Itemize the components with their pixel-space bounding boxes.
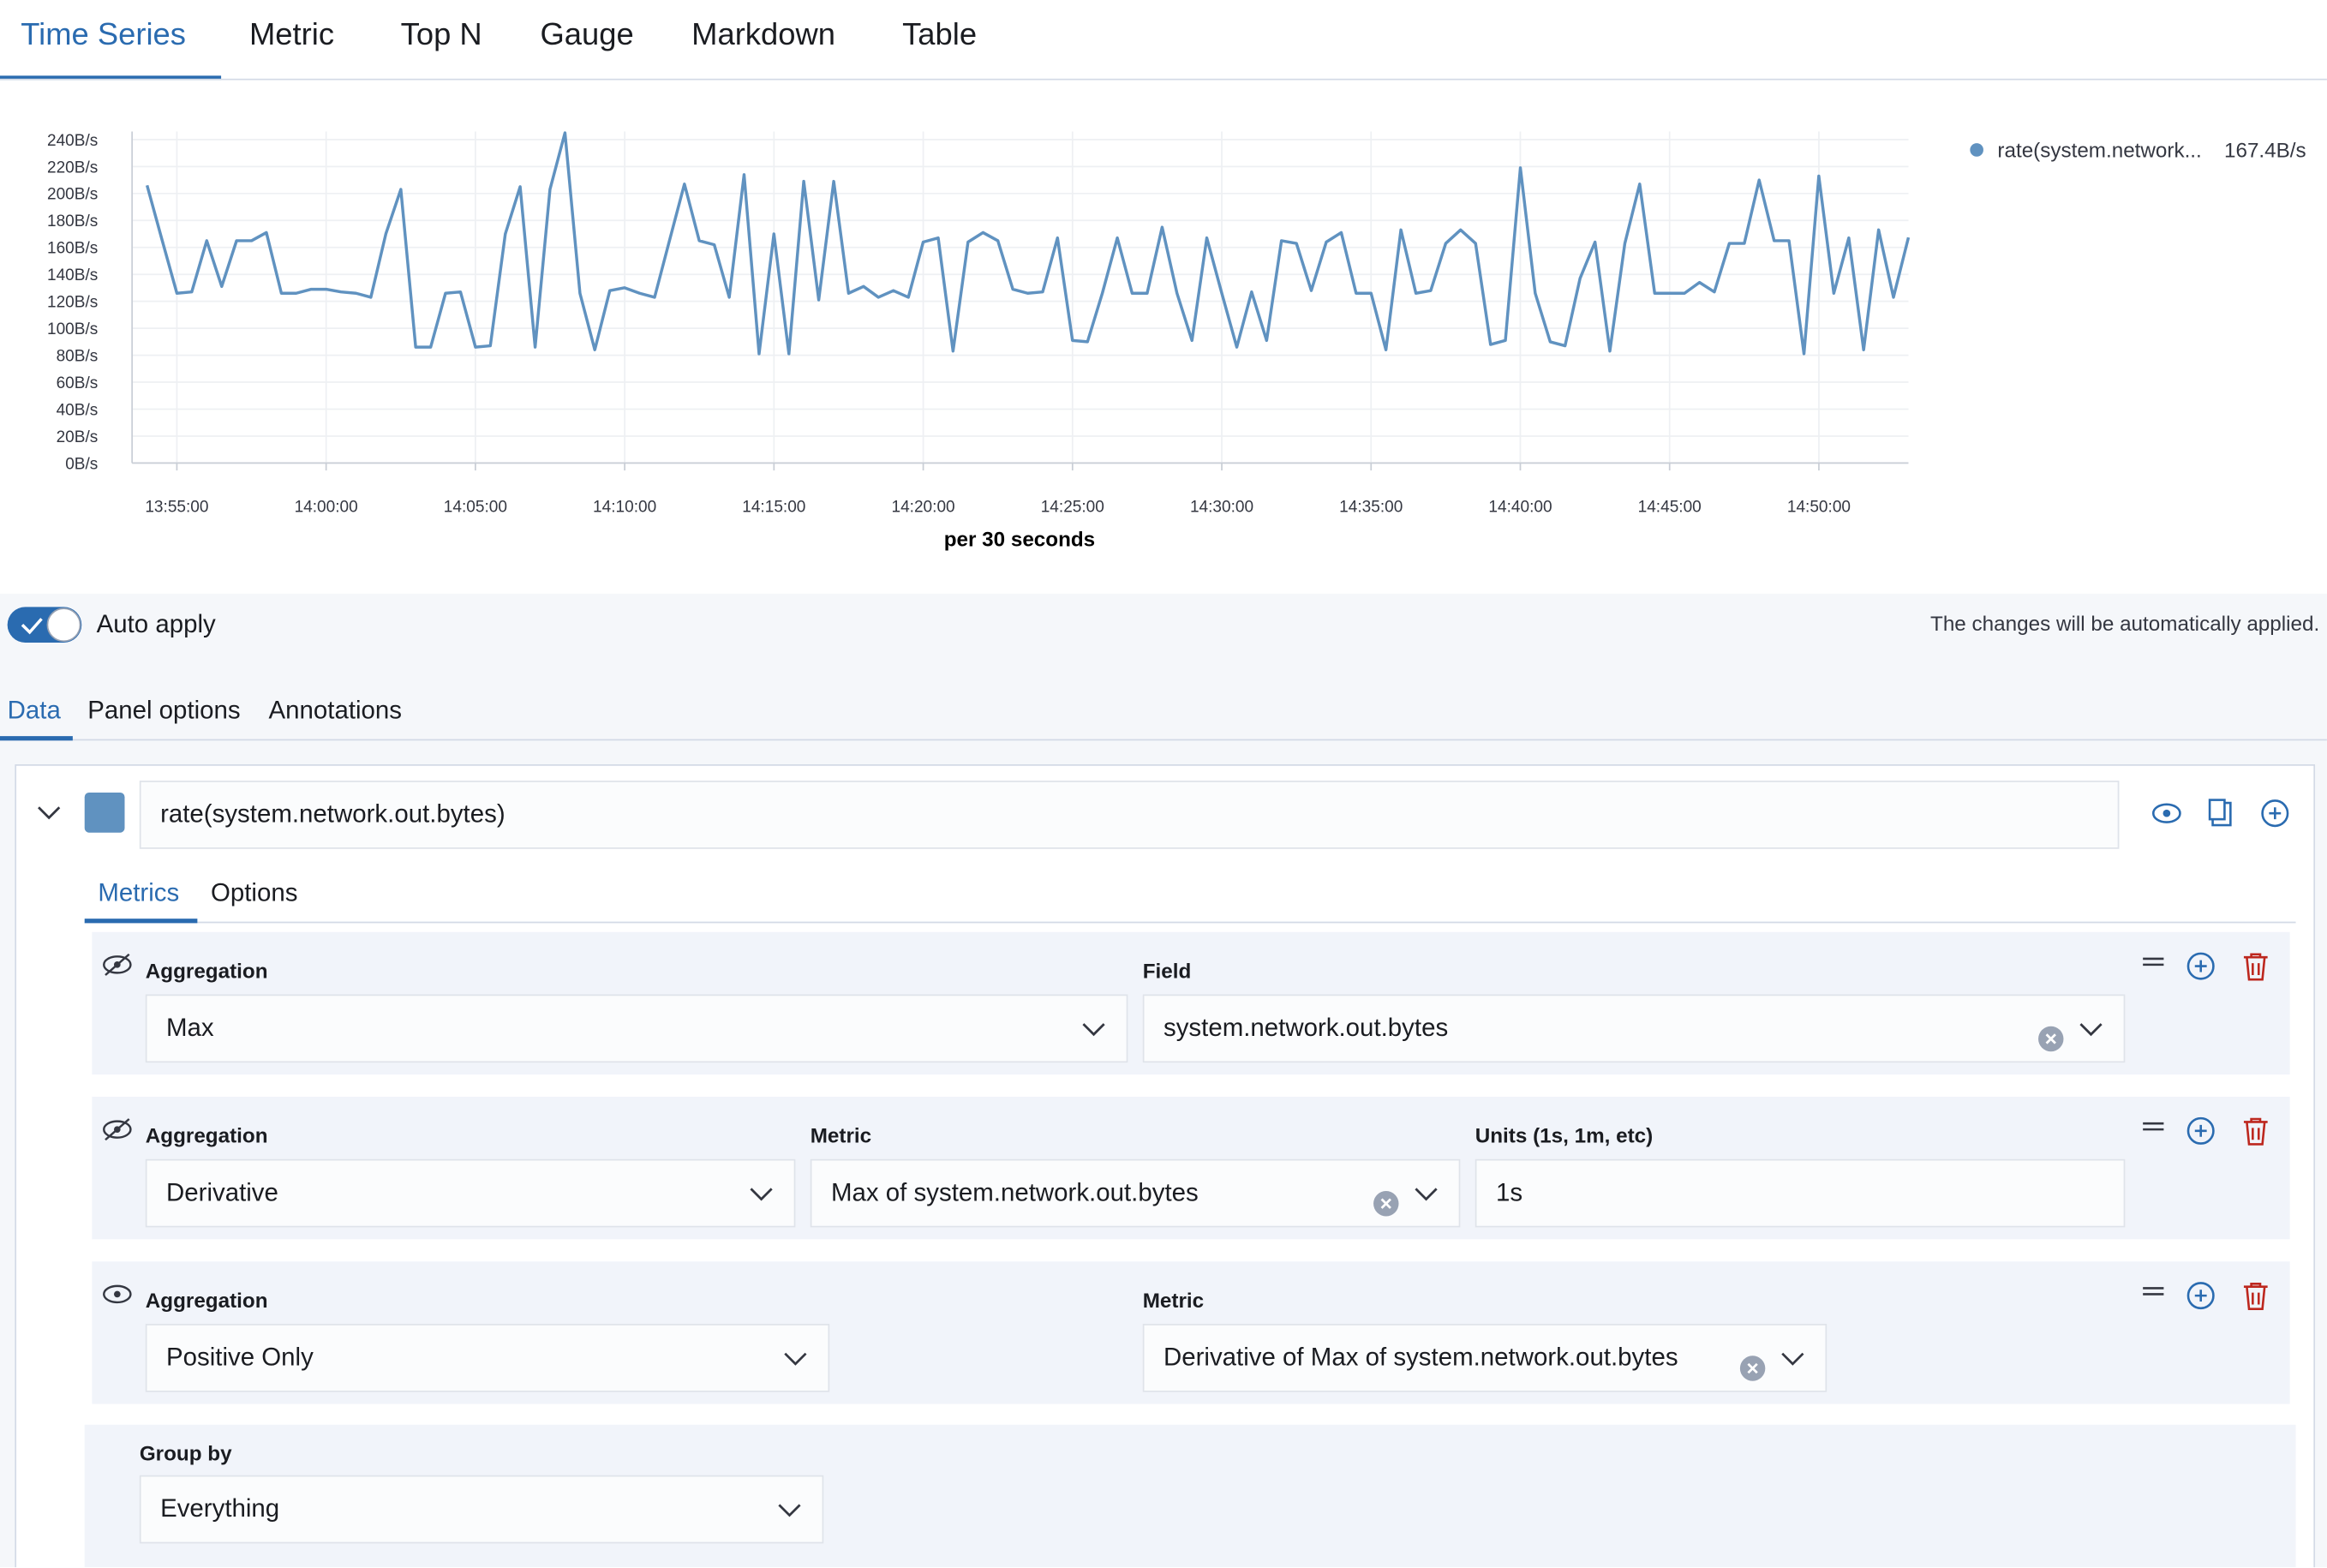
- tab[interactable]: Table: [902, 17, 978, 52]
- legend-value: 167.4B/s: [2224, 140, 2306, 163]
- tab[interactable]: Top N: [400, 17, 482, 52]
- visibility-icon[interactable]: [101, 1283, 134, 1307]
- input-text: Derivative: [165, 1178, 278, 1207]
- metrics-tab[interactable]: Options: [210, 878, 298, 907]
- toggle[interactable]: [7, 607, 82, 643]
- select[interactable]: system.network.out.bytes: [1142, 994, 2126, 1063]
- tab-underline: [84, 919, 198, 924]
- y-tick-label: 120B/s: [47, 294, 98, 312]
- note: The changes will be automatically applie…: [1930, 611, 2320, 636]
- x-tick-label: 14:20:00: [891, 499, 954, 517]
- legend-label: rate(system.network...: [1997, 140, 2201, 163]
- select-icons[interactable]: [750, 1178, 774, 1208]
- x-tick-label: 13:55:00: [145, 499, 208, 517]
- y-tick-label: 220B/s: [47, 159, 98, 177]
- y-tick-label: 160B/s: [47, 240, 98, 258]
- field-label: Metric: [1142, 1288, 1205, 1313]
- input-text: rate(system.network.out.bytes): [160, 799, 505, 829]
- legend-swatch: [1970, 143, 1983, 157]
- color-swatch[interactable]: [84, 792, 125, 833]
- field-label: Group by: [139, 1440, 232, 1465]
- field-label: Aggregation: [145, 958, 268, 983]
- x-tick-label: 14:00:00: [295, 499, 358, 517]
- panel-tab[interactable]: Panel options: [87, 696, 241, 725]
- collapse-icon[interactable]: [36, 801, 63, 825]
- input-text: 1s: [1495, 1178, 1523, 1207]
- select[interactable]: 1s: [1475, 1158, 2126, 1228]
- divider: [0, 78, 2327, 81]
- line-series: [145, 131, 1911, 356]
- tab[interactable]: Gauge: [540, 17, 634, 52]
- input-text: system.network.out.bytes: [1163, 1014, 1449, 1042]
- input-text: Positive Only: [165, 1343, 314, 1372]
- y-tick-label: 140B/s: [47, 266, 98, 284]
- divider: [84, 921, 2296, 924]
- field-label: Aggregation: [145, 1123, 268, 1147]
- input-text: Max: [165, 1014, 214, 1042]
- select[interactable]: Max of system.network.out.bytes: [810, 1158, 1461, 1228]
- y-tick-label: 0B/s: [65, 455, 98, 473]
- y-tick-label: 180B/s: [47, 212, 98, 230]
- select-icons[interactable]: [1082, 1014, 1106, 1044]
- row-actions[interactable]: [2137, 1115, 2279, 1147]
- divider: [0, 739, 2327, 741]
- row-actions[interactable]: [2137, 950, 2279, 983]
- y-tick-label: 80B/s: [57, 348, 99, 366]
- select-icons[interactable]: [2037, 1014, 2103, 1052]
- tab[interactable]: Time Series: [21, 17, 186, 52]
- input-text: Max of system.network.out.bytes: [830, 1178, 1199, 1207]
- y-tick-label: 20B/s: [57, 428, 99, 446]
- tab[interactable]: Metric: [248, 17, 335, 52]
- toggle-label: Auto apply: [96, 609, 216, 638]
- field-label: Field: [1142, 958, 1192, 983]
- select[interactable]: Max: [145, 994, 1128, 1063]
- input-text: Derivative of Max of system.network.out.…: [1163, 1343, 1678, 1372]
- chevron: [778, 1504, 801, 1517]
- metrics-tab[interactable]: Metrics: [98, 878, 180, 907]
- input-text: Everything: [160, 1494, 280, 1523]
- x-tick-label: 14:10:00: [593, 499, 656, 517]
- x-tick-label: 14:05:00: [444, 499, 507, 517]
- y-tick-label: 100B/s: [47, 320, 98, 338]
- panel-tab[interactable]: Annotations: [268, 696, 403, 725]
- x-tick-label: 14:40:00: [1488, 499, 1552, 517]
- panel-tab[interactable]: Data: [7, 696, 61, 725]
- y-tick-label: 240B/s: [47, 132, 98, 150]
- field-label: Aggregation: [145, 1288, 268, 1313]
- select-icons[interactable]: [784, 1344, 808, 1373]
- x-tick-label: 14:30:00: [1190, 499, 1253, 517]
- y-tick-label: 200B/s: [47, 186, 98, 204]
- select[interactable]: Everything: [139, 1475, 824, 1544]
- field-label: Metric: [810, 1123, 872, 1147]
- tab-underline: [0, 736, 73, 741]
- field-label: Units (1s, 1m, etc): [1475, 1123, 1654, 1147]
- x-tick-label: 14:45:00: [1638, 499, 1702, 517]
- visibility-icon[interactable]: [101, 953, 134, 977]
- select-icons[interactable]: [1739, 1344, 1804, 1381]
- x-tick-label: 14:25:00: [1041, 499, 1104, 517]
- select[interactable]: Positive Only: [145, 1324, 830, 1392]
- x-axis-label: per 30 seconds: [944, 528, 1095, 551]
- row-actions[interactable]: [2137, 1279, 2279, 1312]
- tab-underline: [0, 75, 222, 81]
- select-icons[interactable]: [1373, 1178, 1438, 1217]
- y-tick-label: 60B/s: [57, 374, 99, 392]
- tab[interactable]: Markdown: [691, 17, 835, 52]
- x-tick-label: 14:35:00: [1339, 499, 1403, 517]
- chart: per 30 seconds 0B/s 20B/s 40B/s 60B/s 80B/s 1…: [47, 131, 2306, 551]
- y-tick-label: 40B/s: [57, 401, 99, 419]
- x-tick-label: 14:50:00: [1787, 499, 1851, 517]
- x-tick-label: 14:15:00: [742, 499, 805, 517]
- visibility-icon[interactable]: [101, 1117, 134, 1141]
- series-label-input[interactable]: rate(system.network.out.bytes): [139, 781, 2120, 849]
- toggle-icon: [21, 607, 81, 643]
- select[interactable]: Derivative of Max of system.network.out.…: [1142, 1324, 1828, 1392]
- select[interactable]: Derivative: [145, 1158, 796, 1228]
- series-actions[interactable]: [2151, 799, 2294, 829]
